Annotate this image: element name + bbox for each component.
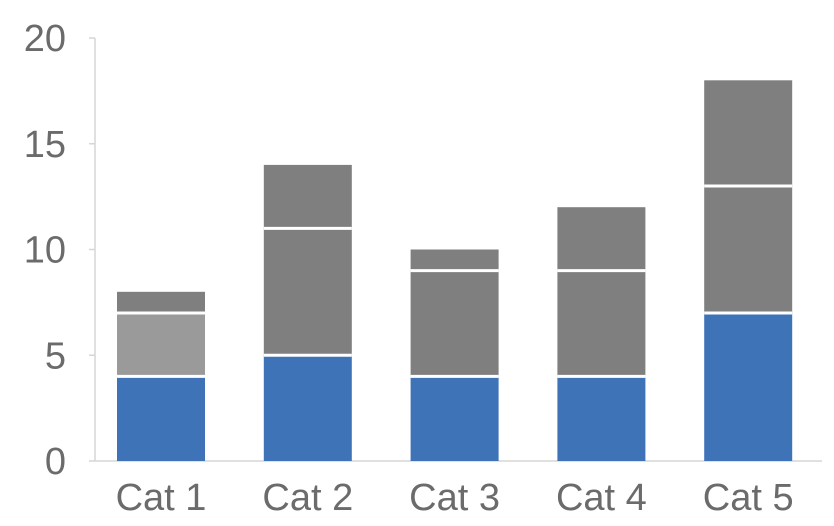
y-tick-label: 10 — [24, 230, 66, 272]
bar-segment-3-1 — [410, 376, 499, 461]
x-category-label: Cat 4 — [556, 477, 647, 519]
y-tick-label: 5 — [45, 335, 66, 377]
x-category-label: Cat 2 — [262, 477, 353, 519]
bar-segment-2-3 — [263, 164, 352, 229]
bar-segment-4-3 — [557, 207, 646, 271]
bar-segment-1-3 — [117, 291, 205, 313]
bar-segment-2-1 — [263, 355, 352, 461]
bar-segment-5-1 — [704, 312, 793, 461]
y-tick-label: 15 — [24, 124, 66, 166]
x-category-label: Cat 5 — [703, 477, 794, 519]
bar-segment-5-3 — [704, 80, 793, 187]
bar-segment-1-1 — [117, 376, 205, 461]
bar-segment-3-2 — [410, 270, 499, 377]
labels: 0 5 10 15 20 Cat 1 Cat 2 Cat 3 Cat 4 Cat 5 — [24, 18, 794, 519]
bar-segment-4-2 — [557, 270, 646, 377]
x-category-label: Cat 1 — [116, 477, 207, 519]
x-category-label: Cat 3 — [409, 477, 500, 519]
bar-segment-1-2 — [117, 312, 205, 377]
bars — [117, 80, 793, 461]
bar-segment-3-3 — [410, 249, 499, 271]
y-tick-label: 0 — [45, 441, 66, 483]
bar-segment-4-1 — [557, 376, 646, 461]
bar-segment-2-2 — [263, 228, 352, 356]
y-tick-label: 20 — [24, 18, 66, 60]
bar-segment-5-2 — [704, 186, 793, 313]
